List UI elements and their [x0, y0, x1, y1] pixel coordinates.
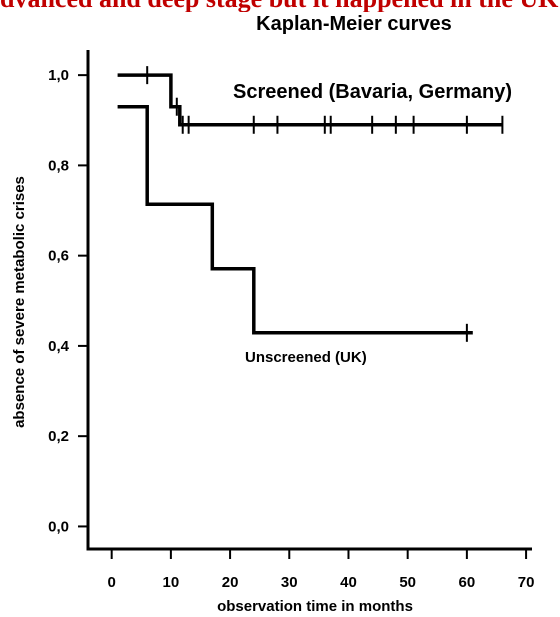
x-tick-label: 20	[222, 574, 239, 591]
x-axis-label: observation time in months	[217, 598, 413, 615]
y-tick-label: 0,2	[48, 428, 69, 445]
x-tick-label: 0	[108, 574, 116, 591]
chart-title: Kaplan-Meier curves	[256, 13, 452, 35]
y-tick-label: 0,0	[48, 518, 69, 535]
x-tick-label: 70	[518, 574, 535, 591]
clipped-header-text: dvanced and deep stage but it happened i…	[0, 0, 560, 12]
y-tick-label: 0,8	[48, 157, 69, 174]
y-tick-label: 0,4	[48, 338, 70, 355]
series-line-0	[117, 73, 503, 127]
y-tick-label: 1,0	[48, 67, 69, 84]
series-label-unscreened: Unscreened (UK)	[245, 349, 367, 366]
x-tick-label: 40	[340, 574, 357, 591]
series-label-screened: Screened (Bavaria, Germany)	[233, 81, 512, 103]
y-tick-label: 0,6	[48, 248, 69, 265]
x-tick-label: 60	[459, 574, 476, 591]
series-line-1	[117, 104, 473, 335]
plot-area: 0 10 20 30 40 50 60 70 0,0 0,2 0,4 0,6 0,8 1,0	[48, 50, 534, 591]
y-axis-label: absence of severe metabolic crises	[11, 176, 28, 428]
x-tick-label: 30	[281, 574, 298, 591]
x-tick-label: 50	[399, 574, 416, 591]
x-tick-label: 10	[163, 574, 180, 591]
